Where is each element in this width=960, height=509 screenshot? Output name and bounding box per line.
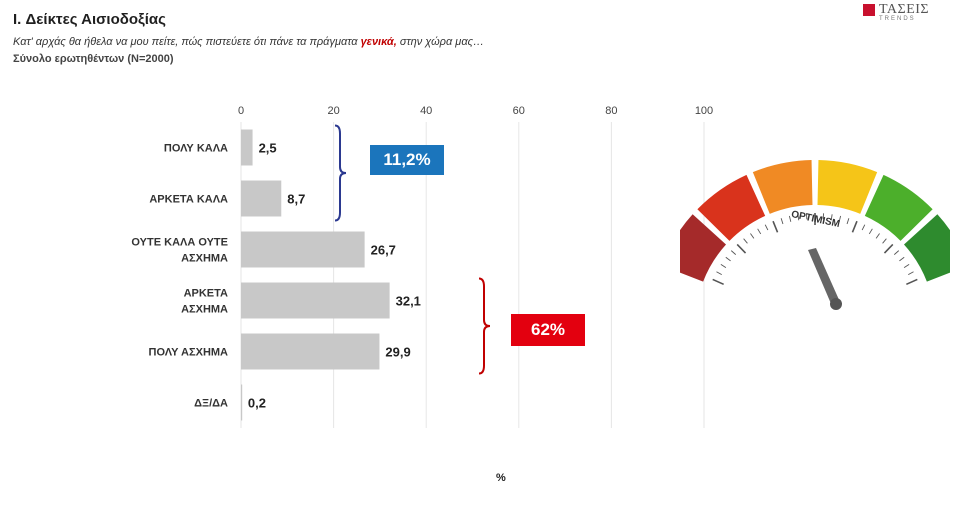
bar	[241, 129, 253, 166]
question-part-2: στην χώρα μας…	[396, 36, 484, 48]
gauge-tick	[716, 271, 722, 275]
gauge-tick	[908, 271, 914, 275]
gauge-tick	[712, 278, 724, 286]
bar	[241, 231, 365, 268]
brand-logo: ΤΑΣΕΙΣ TRENDS	[863, 2, 948, 24]
value-label: 2,5	[259, 141, 277, 156]
value-label: 29,9	[385, 345, 410, 360]
positive-total-badge: 11,2%	[370, 145, 444, 175]
value-label: 26,7	[371, 243, 396, 258]
gauge-tick	[903, 263, 910, 268]
x-tick-label: 20	[327, 105, 339, 117]
gauge-tick	[906, 278, 918, 286]
category-label: ΠΟΛΥ ΑΣΧΗΜΑ	[149, 347, 229, 359]
gauge-tick	[780, 218, 784, 225]
gauge-tick	[882, 238, 887, 244]
gauge-tick	[730, 250, 737, 255]
gauge-segments	[680, 160, 950, 282]
gauge-tick	[788, 215, 792, 222]
x-tick-label: 40	[420, 105, 432, 117]
gauge-tick	[861, 224, 866, 231]
gauge-needle	[808, 248, 840, 306]
negative-total-badge: 62%	[511, 314, 585, 346]
gauge-ticks	[712, 213, 918, 286]
x-tick-label: 60	[513, 105, 525, 117]
gauge-segment	[817, 160, 878, 214]
gauge-tick	[757, 228, 762, 235]
gauge-tick	[750, 233, 755, 239]
category-label: ΑΡΚΕΤΑ ΚΑΛΑ	[149, 194, 228, 206]
gauge-tick	[764, 224, 769, 231]
gauge-tick	[830, 214, 833, 221]
gauge-tick	[893, 250, 900, 255]
gauge-segment	[864, 174, 933, 241]
optimism-gauge-icon: OPTIMISM	[680, 160, 950, 310]
x-tick-label: 100	[695, 105, 713, 117]
gauge-tick	[725, 256, 731, 262]
bar	[241, 180, 282, 217]
chart-title: I. Δείκτες Αισιοδοξίας	[13, 11, 166, 28]
category-label: ΑΣΧΗΜΑ	[181, 304, 228, 316]
gauge-tick	[736, 243, 747, 254]
value-label: 0,2	[248, 396, 266, 411]
gauge-tick	[720, 263, 727, 268]
bracket-positive	[334, 124, 347, 222]
gauge-segment	[680, 214, 727, 282]
gauge-label: OPTIMISM	[790, 209, 841, 230]
gauge-tick	[875, 233, 880, 239]
bar	[241, 333, 380, 370]
category-label: ΟΥΤΕ ΚΑΛΑ ΟΥΤΕ	[131, 237, 228, 249]
question-part-1: Κατ' αρχάς θα ήθελα να μου πείτε, πώς πι…	[13, 36, 361, 48]
x-axis-unit: %	[496, 472, 506, 484]
value-label: 32,1	[396, 294, 421, 309]
gauge-tick	[851, 220, 858, 233]
logo-mark-icon	[863, 4, 875, 16]
gauge-segment	[697, 174, 766, 241]
category-label: ΔΞ/ΔΑ	[194, 398, 228, 410]
x-tick-label: 80	[605, 105, 617, 117]
gauge-tick	[797, 214, 800, 221]
logo-name: ΤΑΣΕΙΣ	[879, 2, 930, 17]
gauge-needle-hub	[830, 298, 842, 310]
gauge-tick	[772, 220, 779, 233]
x-tick-label: 0	[238, 105, 244, 117]
bracket-negative	[478, 277, 491, 375]
gauge-tick	[883, 243, 894, 254]
category-label: ΠΟΛΥ ΚΑΛΑ	[164, 143, 228, 155]
bar	[241, 384, 243, 421]
category-label: ΑΣΧΗΜΑ	[181, 253, 228, 265]
gauge-segment	[903, 214, 950, 282]
gauge-tick	[743, 238, 748, 244]
value-label: 8,7	[287, 192, 305, 207]
question-text: Κατ' αρχάς θα ήθελα να μου πείτε, πώς πι…	[13, 36, 484, 48]
category-label: ΑΡΚΕΤΑ	[184, 288, 228, 300]
bar	[241, 282, 390, 319]
logo-subtitle: TRENDS	[879, 16, 916, 22]
sample-size: Σύνολο ερωτηθέντων (N=2000)	[13, 53, 174, 65]
gauge-tick	[899, 256, 905, 262]
gauge-segment	[752, 160, 813, 214]
question-emphasis: γενικά,	[360, 36, 397, 48]
gauge-tick	[846, 218, 850, 225]
gauge-tick	[838, 215, 842, 222]
gauge-tick	[868, 228, 873, 235]
